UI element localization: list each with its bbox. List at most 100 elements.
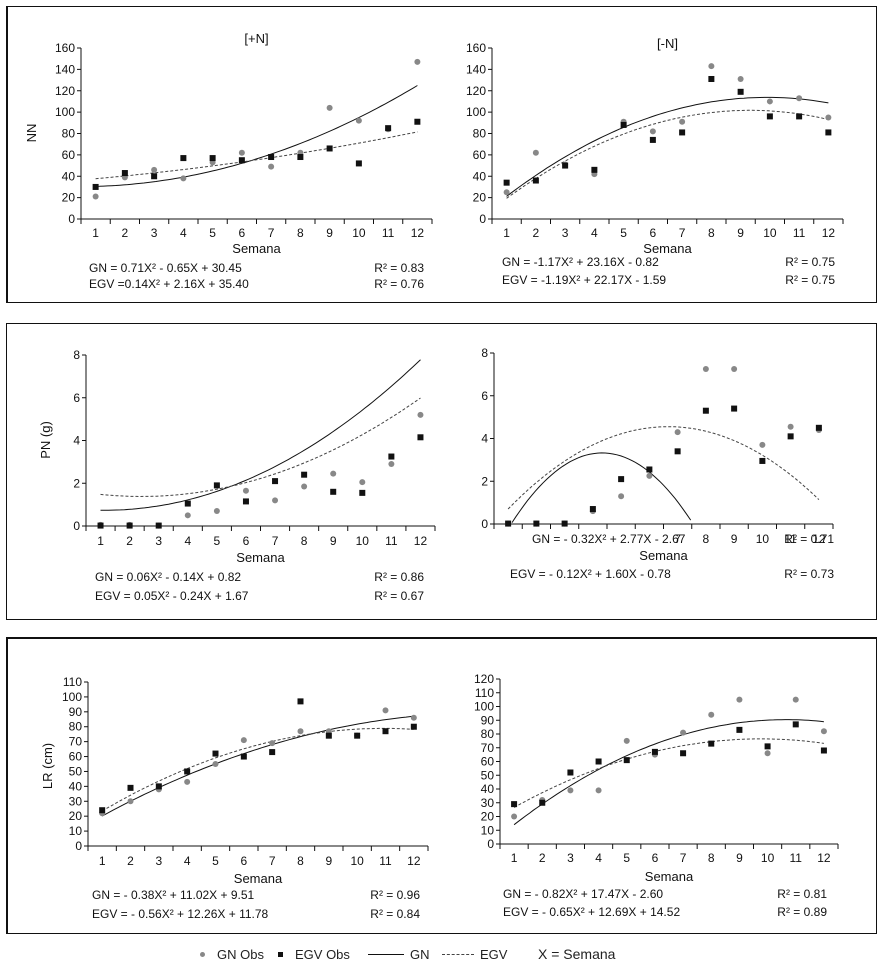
lr-minus-n-egv-obs-point (511, 801, 518, 808)
pn-minus-n-egv-obs-point (533, 520, 540, 527)
pn-minus-n-gn-obs-point (731, 366, 738, 373)
nn-plus-n-y-tick-label: 80 (62, 127, 76, 141)
pn-plus-n-gn-obs-point (184, 512, 191, 519)
egv-obs-marker-icon (278, 952, 283, 957)
lr-plus-n-y-tick-label: 40 (69, 779, 83, 793)
lr-minus-n-x-tick-label: 1 (511, 851, 518, 865)
lr-plus-n-y-tick-label: 110 (63, 675, 82, 689)
lr-plus-n-x-tick-label: 4 (184, 854, 191, 868)
nn-minus-n-gn-obs-point (708, 63, 715, 70)
pn-plus-n-x-tick-label: 10 (356, 534, 370, 548)
lr-minus-n-gn-equation: GN = - 0.82X² + 17.47X - 2.60 (503, 887, 663, 901)
lr-minus-n-egv-equation: EGV = - 0.65X² + 12.69X + 14.52 (503, 905, 680, 919)
pn-plus-n-egv-obs-point (330, 488, 337, 495)
nn-plus-n-y-tick-label: 40 (62, 169, 76, 183)
nn-plus-n-egv-obs-point (385, 125, 392, 132)
nn-minus-n-egv-equation: EGV = -1.19X² + 22.17X - 1.59 (502, 273, 666, 287)
nn-plus-n-gn-obs-point (238, 149, 245, 156)
lr-plus-n-x-tick-label: 5 (212, 854, 219, 868)
pn-minus-n-x-tick-label: 11 (784, 532, 797, 546)
lr-minus-n-egv-obs-point (595, 758, 602, 765)
lr-plus-n-y-tick-label: 90 (69, 705, 83, 719)
nn-plus-n-y-tick-label: 20 (62, 191, 76, 205)
lr-minus-n-x-tick-label: 3 (567, 851, 574, 865)
lr-plus-n-y-tick-label: 30 (69, 794, 83, 808)
pn-minus-n-egv-obs-point (815, 424, 822, 431)
nn-plus-n-x-tick-label: 2 (122, 226, 129, 240)
nn-plus-n-y-tick-label: 0 (68, 212, 75, 226)
pn-minus-n-egv-obs-point (589, 506, 596, 513)
lr-plus-n-x-axis-title: Semana (234, 871, 283, 886)
lr-plus-n-x-tick-label: 8 (297, 854, 304, 868)
nn-minus-n-gn-fit-line (506, 96, 829, 197)
lr-minus-n-gn-fit-line (513, 719, 824, 826)
pn-plus-n-x-tick-label: 6 (243, 534, 250, 548)
lr-plus-n-egv-r2: R² = 0.84 (370, 907, 420, 921)
nn-plus-n-y-axis-title: NN (24, 124, 39, 143)
lr-plus-n-y-tick-label: 100 (62, 690, 82, 704)
lr-minus-n-egv-obs-point (680, 750, 687, 757)
nn-minus-n-x-tick-label: 5 (620, 226, 627, 240)
lr-plus-n-gn-equation: GN = - 0.38X² + 11.02X + 9.51 (92, 888, 255, 902)
lr-plus-n-egv-obs-point (297, 698, 304, 705)
pn-plus-n-gn-equation: GN = 0.06X² - 0.14X + 0.82 (95, 570, 241, 584)
pn-plus-n-egv-obs-point (301, 471, 308, 478)
nn-minus-n-egv-obs-point (532, 177, 539, 184)
lr-plus-n-egv-obs-point (354, 732, 361, 739)
nn-minus-n-y-tick-label: 0 (479, 212, 486, 226)
lr-minus-n-gn-obs-point (595, 787, 602, 794)
pn-plus-n-egv-r2: R² = 0.67 (374, 589, 424, 603)
nn-minus-n-x-tick-label: 7 (679, 226, 686, 240)
pn-minus-n-x-tick-label: 7 (674, 532, 681, 546)
pn-plus-n-y-tick-label: 8 (73, 348, 80, 362)
pn-plus-n-x-tick-label: 4 (184, 534, 191, 548)
lr-minus-n-egv-obs-point (623, 757, 630, 764)
nn-plus-n-x-tick-label: 10 (352, 226, 366, 240)
nn-plus-n-x-tick-label: 9 (326, 226, 333, 240)
lr-plus-n-x-tick-label: 7 (269, 854, 276, 868)
pn-minus-n-y-tick-label: 6 (481, 389, 488, 403)
lr-minus-n-egv-obs-point (708, 740, 715, 747)
pn-minus-n-egv-obs-point (759, 457, 766, 464)
nn-minus-n-egv-obs-point (591, 166, 598, 173)
lr-minus-n-y-tick-label: 120 (474, 672, 494, 686)
pn-plus-n-x-tick-label: 9 (330, 534, 337, 548)
lr-plus-n-gn-obs-point (240, 737, 247, 744)
pn-plus-n-gn-obs-point (301, 483, 308, 490)
lr-plus-n-gn-obs-point (410, 714, 417, 721)
lr-plus-n-egv-obs-point (410, 723, 417, 730)
pn-plus-n-y-tick-label: 2 (73, 476, 80, 490)
pn-plus-n-y-axis-title: PN (g) (38, 421, 53, 459)
legend-gn-label: GN (410, 947, 430, 962)
nn-minus-n-egv-obs-point (796, 113, 803, 120)
lr-plus-n-gn-obs-point (297, 728, 304, 735)
nn-plus-n-egv-r2: R² = 0.76 (374, 277, 424, 291)
lr-plus-n-egv-obs-point (212, 750, 219, 757)
legend-egv-line: EGV (442, 947, 507, 962)
pn-minus-n-x-axis-title: Semana (639, 548, 688, 563)
nn-plus-n-x-tick-label: 12 (411, 226, 425, 240)
lr-minus-n-gn-obs-point (680, 729, 687, 736)
lr-minus-n-y-tick-label: 20 (481, 810, 495, 824)
lr-plus-n-y-tick-label: 0 (75, 839, 82, 853)
legend-egv-obs: EGV Obs (278, 947, 350, 962)
nn-plus-n-egv-obs-point (151, 173, 158, 180)
nn-minus-n-y-tick-label: 100 (466, 105, 486, 119)
lr-minus-n-x-axis-title: Semana (645, 869, 694, 884)
legend-egv-obs-label: EGV Obs (295, 947, 350, 962)
pn-minus-n-x-tick-label: 9 (731, 532, 738, 546)
pn-minus-n-x-tick-label: 10 (756, 532, 770, 546)
lr-plus-n-egv-obs-point (99, 807, 106, 814)
pn-plus-n-egv-equation: EGV = 0.05X² - 0.24X + 1.67 (95, 589, 249, 603)
lr-minus-n-egv-fit-line (513, 738, 824, 808)
panel-pn (6, 323, 877, 620)
nn-minus-n-egv-obs-point (562, 162, 569, 169)
nn-minus-n-egv-fit-line (506, 109, 829, 199)
nn-plus-n-y-tick-label: 140 (55, 62, 75, 76)
pn-minus-n-y-tick-label: 0 (481, 517, 488, 531)
lr-minus-n-x-tick-label: 2 (539, 851, 546, 865)
solid-line-icon (368, 954, 404, 955)
pn-minus-n-egv-r2: R² = 0.73 (784, 567, 834, 581)
gn-obs-marker-icon (200, 952, 205, 957)
